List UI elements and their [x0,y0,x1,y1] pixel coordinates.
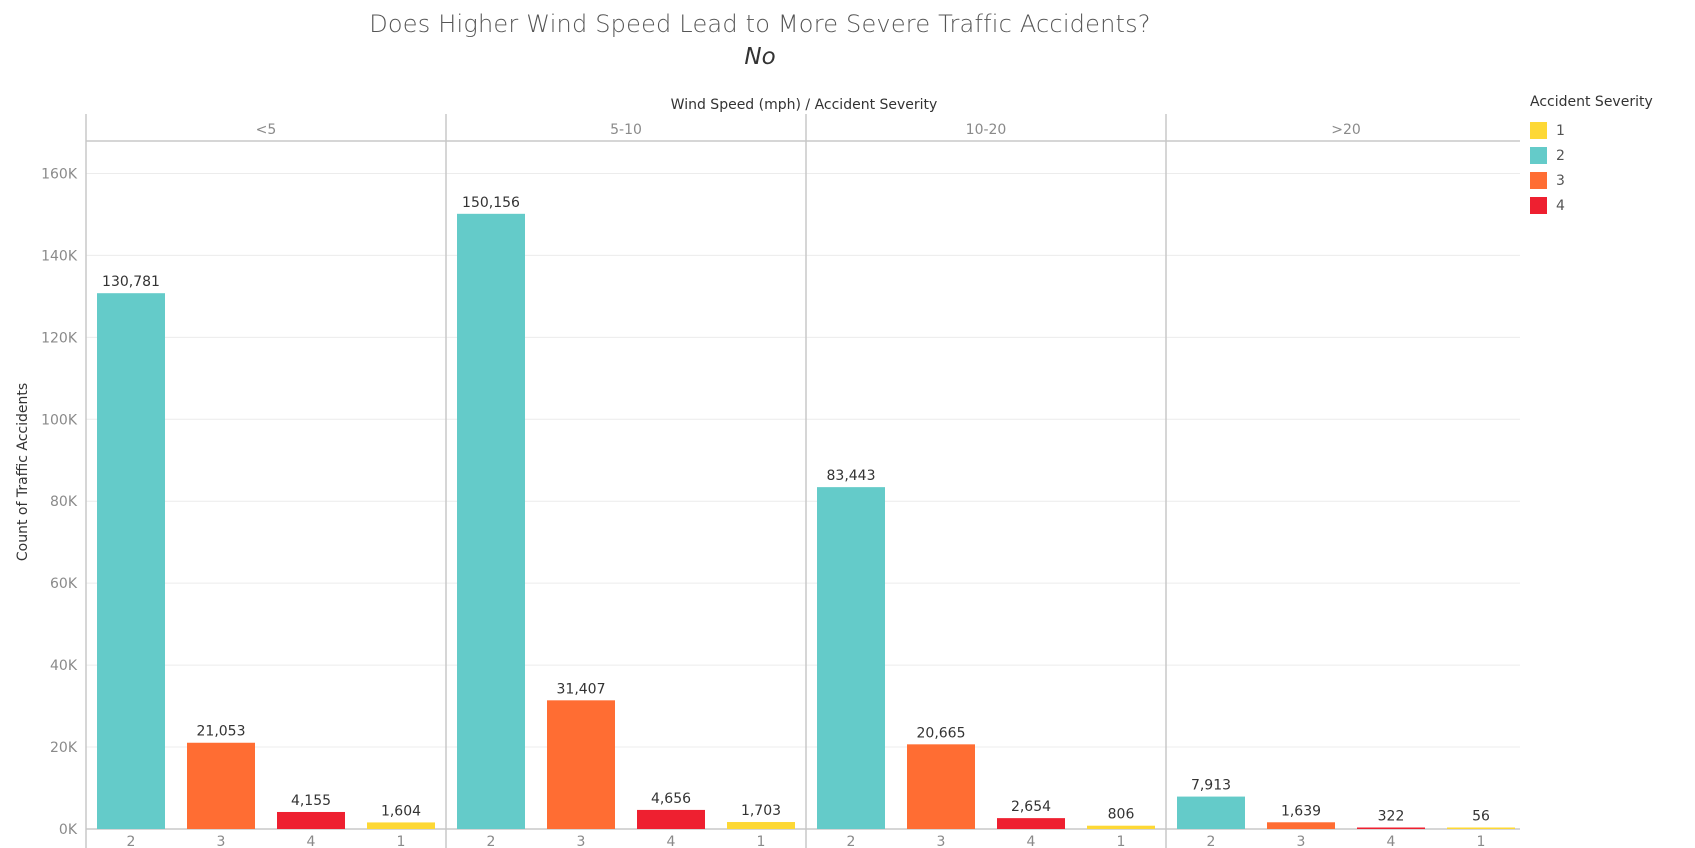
x-tick-label: 4 [307,834,316,848]
bar-data-label: 130,781 [102,274,160,290]
x-tick-label: 1 [1117,834,1126,848]
legend-label: 1 [1556,122,1565,139]
bar [547,700,615,829]
bar-data-label: 83,443 [827,468,876,484]
x-tick-label: 4 [1387,834,1396,848]
bar [1177,796,1245,829]
x-tick-label: 2 [1207,834,1216,848]
legend-swatch [1530,122,1547,139]
panel-header-label: 5-10 [610,122,642,138]
bar [997,818,1065,829]
chart-title: Does Higher Wind Speed Lead to More Seve… [369,10,1151,38]
legend-label: 3 [1556,172,1565,189]
x-tick-label: 4 [1027,834,1036,848]
y-tick-label: 20K [50,740,78,756]
y-tick-label: 160K [41,166,78,182]
bar-data-label: 150,156 [462,195,520,211]
bar-data-label: 7,913 [1191,778,1231,794]
bar [367,822,435,829]
bar [1267,822,1335,829]
bar [1357,827,1425,829]
x-tick-label: 1 [757,834,766,848]
y-tick-label: 140K [41,248,78,264]
bar-data-label: 1,703 [741,803,781,819]
legend-item: 1 [1530,118,1690,143]
bar-data-label: 4,656 [651,791,691,807]
y-tick-label: 0K [59,822,78,838]
gridlines [86,172,1520,748]
bar-data-label: 1,604 [381,803,421,819]
bar [817,487,885,829]
legend-item: 2 [1530,143,1690,168]
legend-swatch [1530,172,1547,189]
bar [457,213,525,829]
y-tick-label: 80K [50,494,78,510]
legend-label: 4 [1556,197,1565,214]
x-tick-label: 3 [937,834,946,848]
x-tick-label: 3 [217,834,226,848]
bar [727,822,795,829]
x-tick-label: 2 [847,834,856,848]
bar [637,809,705,829]
x-tick-label: 3 [577,834,586,848]
bar-data-label: 31,407 [557,681,606,697]
bar-data-label: 56 [1472,809,1490,825]
y-tick-label: 100K [41,412,78,428]
bar [1447,827,1515,829]
chart-subtitle: No [744,44,776,70]
y-tick-label: 120K [41,330,78,346]
bar-data-label: 2,654 [1011,799,1051,815]
bar-chart: Wind Speed (mph) / Accident Severity Cou… [15,97,1520,848]
chart-labels: 0K 20K 40K 60K 80K 100K 120K 140K 160K <5 130,781 2… [41,122,1490,848]
legend-title: Accident Severity [1530,94,1653,110]
bar [1087,825,1155,829]
bar-data-label: 806 [1108,807,1135,823]
bar [277,811,345,829]
bar [907,744,975,829]
x-tick-label: 4 [667,834,676,848]
x-tick-label: 2 [127,834,136,848]
legend-item: 4 [1530,193,1690,218]
y-tick-label: 60K [50,576,78,592]
x-tick-label: 1 [397,834,406,848]
bars [97,213,1515,829]
x-tick-label: 1 [1477,834,1486,848]
y-tick-label: 40K [50,658,78,674]
legend-swatch [1530,197,1547,214]
x-tick-label: 3 [1297,834,1306,848]
bar-data-label: 322 [1378,809,1405,825]
legend-item: 3 [1530,168,1690,193]
legend: Accident Severity 1 2 3 4 [1530,94,1690,218]
y-axis-label: Count of Traffic Accidents [15,383,31,561]
legend-items: 1 2 3 4 [1530,118,1690,218]
legend-label: 2 [1556,147,1565,164]
bar-data-label: 20,665 [917,725,966,741]
panel-frame [85,114,1520,848]
bar [97,293,165,829]
bar [187,742,255,829]
bar-data-label: 21,053 [197,724,246,740]
panel-header-label: 10-20 [966,122,1007,138]
panel-header-label: <5 [256,122,277,138]
x-tick-label: 2 [487,834,496,848]
bar-data-label: 1,639 [1281,803,1321,819]
panel-header-label: >20 [1331,122,1361,138]
column-header-label: Wind Speed (mph) / Accident Severity [671,97,938,113]
legend-swatch [1530,147,1547,164]
bar-data-label: 4,155 [291,793,331,809]
